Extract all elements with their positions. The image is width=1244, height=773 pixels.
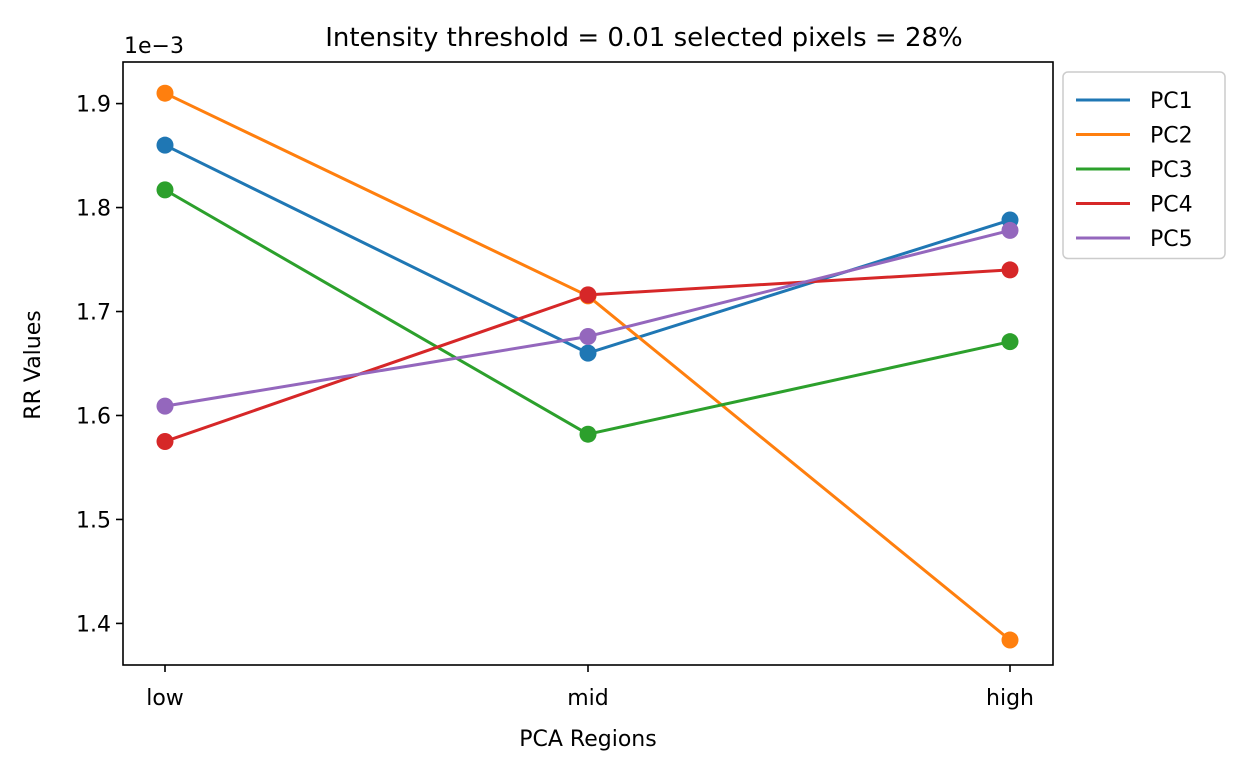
legend-box — [1062, 71, 1226, 260]
legend: PC1 PC2 PC3 PC4 PC5 — [1062, 71, 1226, 260]
series-line-pc1 — [163, 143, 1012, 355]
data-point-pc1 — [579, 344, 597, 362]
y-axis-label: RR Values — [21, 310, 46, 419]
x-tick-label: low — [146, 686, 184, 711]
y-tick-label: 1.5 — [76, 508, 111, 533]
y-tick-label: 1.8 — [76, 197, 111, 222]
legend-label-pc2: PC2 — [1150, 124, 1193, 149]
data-point-pc4 — [1001, 261, 1019, 279]
data-point-pc3 — [1001, 333, 1019, 351]
series-line-pc5 — [163, 228, 1012, 408]
data-point-pc5 — [579, 327, 597, 345]
x-axis-label: PCA Regions — [519, 727, 656, 752]
data-point-pc2 — [156, 84, 174, 102]
data-point-pc4 — [156, 432, 174, 450]
y-tick-label: 1.9 — [76, 93, 111, 118]
chart-title: Intensity threshold = 0.01 selected pixe… — [325, 23, 963, 53]
y-tick-label: 1.4 — [76, 612, 111, 637]
x-tick-label: mid — [567, 686, 609, 711]
data-point-pc4 — [579, 286, 597, 304]
legend-label-pc5: PC5 — [1150, 227, 1193, 252]
data-point-pc3 — [579, 425, 597, 443]
legend-label-pc3: PC3 — [1150, 158, 1193, 183]
data-point-pc3 — [156, 181, 174, 199]
y-tick-label: 1.6 — [76, 404, 111, 429]
y-tick-label: 1.7 — [76, 301, 111, 326]
legend-label-pc4: PC4 — [1150, 193, 1193, 218]
data-point-pc1 — [156, 136, 174, 154]
y-axis-offset-label: 1e−3 — [124, 34, 184, 59]
plot-area: 1.4 1.5 1.6 1.7 1.8 1.9 low mid high — [76, 61, 1054, 711]
data-point-pc5 — [1001, 221, 1019, 239]
x-tick-label: high — [986, 686, 1034, 711]
data-point-pc2 — [1001, 631, 1019, 649]
data-point-pc5 — [156, 397, 174, 415]
legend-label-pc1: PC1 — [1150, 89, 1193, 114]
series-line-pc2 — [163, 91, 1012, 642]
